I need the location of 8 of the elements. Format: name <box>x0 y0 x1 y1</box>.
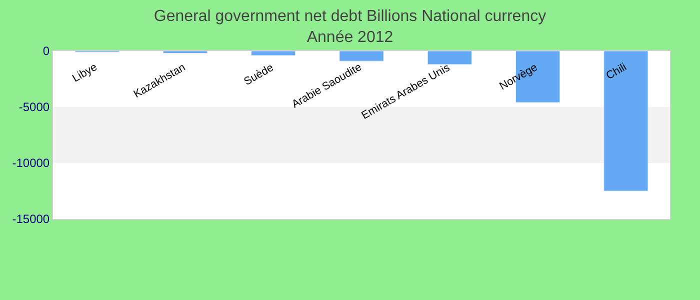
x-tick-label: Libye <box>70 61 100 85</box>
y-tick-label: -15000 <box>12 212 50 226</box>
y-tick-label: -10000 <box>12 156 50 170</box>
chart-title: General government net debt Billions National currency <box>154 8 546 25</box>
x-tick-label: Chili <box>604 61 629 82</box>
y-tick-label: -5000 <box>18 100 50 114</box>
y-tick-label: 0 <box>42 44 50 58</box>
chart-subtitle: Année 2012 <box>306 28 394 46</box>
